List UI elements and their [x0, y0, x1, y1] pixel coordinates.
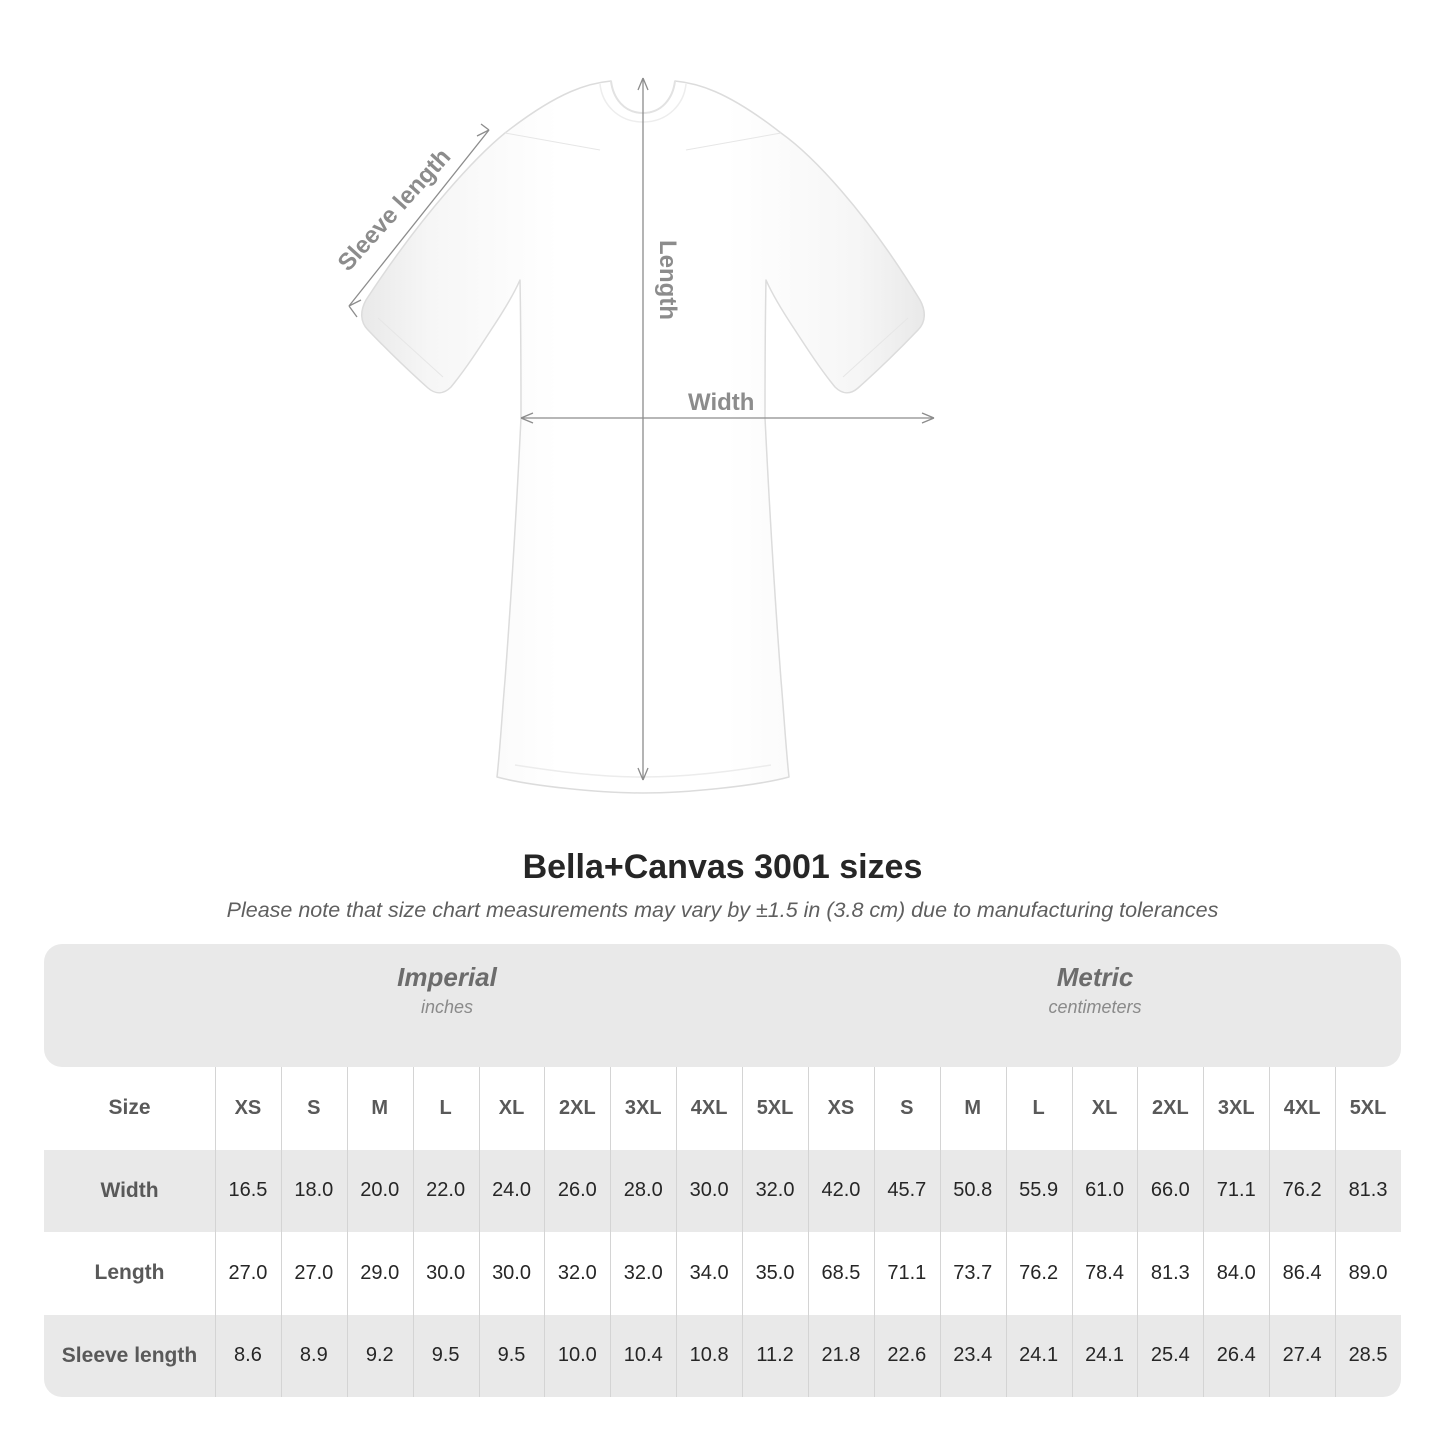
svg-text:Width: Width [688, 389, 754, 416]
svg-text:Length: Length [654, 240, 681, 320]
